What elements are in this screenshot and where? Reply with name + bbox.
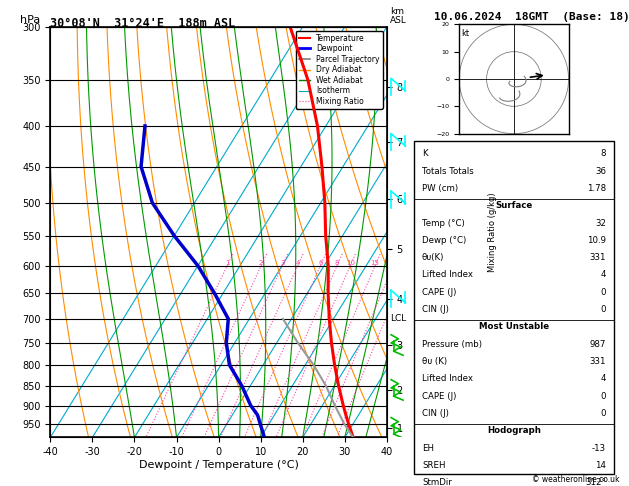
Text: 2: 2 [259, 260, 264, 266]
Text: hPa: hPa [20, 15, 40, 25]
Text: CAPE (J): CAPE (J) [422, 288, 456, 297]
Text: Most Unstable: Most Unstable [479, 322, 549, 331]
Text: 8: 8 [335, 260, 339, 266]
Text: km
ASL: km ASL [390, 7, 407, 25]
Text: 4: 4 [601, 374, 606, 383]
Text: Temp (°C): Temp (°C) [422, 219, 465, 227]
Text: © weatheronline.co.uk: © weatheronline.co.uk [532, 474, 620, 484]
Text: 1.78: 1.78 [587, 184, 606, 193]
Text: θᴜ(K): θᴜ(K) [422, 253, 444, 262]
Text: 6: 6 [318, 260, 323, 266]
Text: 10.06.2024  18GMT  (Base: 18): 10.06.2024 18GMT (Base: 18) [433, 12, 629, 22]
Text: CIN (J): CIN (J) [422, 305, 448, 314]
Text: 32: 32 [595, 219, 606, 227]
Text: 0: 0 [601, 288, 606, 297]
Text: K: K [422, 149, 428, 158]
Text: -13: -13 [592, 444, 606, 452]
Text: 0: 0 [601, 305, 606, 314]
Text: 3: 3 [280, 260, 284, 266]
Text: Hodograph: Hodograph [487, 426, 541, 435]
Legend: Temperature, Dewpoint, Parcel Trajectory, Dry Adiabat, Wet Adiabat, Isotherm, Mi: Temperature, Dewpoint, Parcel Trajectory… [296, 31, 383, 109]
Text: 10.9: 10.9 [587, 236, 606, 245]
Text: 987: 987 [589, 340, 606, 348]
Text: 312°: 312° [585, 478, 606, 486]
Text: 8: 8 [601, 149, 606, 158]
Text: 10: 10 [346, 260, 355, 266]
Text: SREH: SREH [422, 461, 445, 470]
Text: 331: 331 [589, 357, 606, 366]
Text: Surface: Surface [495, 201, 533, 210]
Text: EH: EH [422, 444, 434, 452]
Text: StmDir: StmDir [422, 478, 452, 486]
Text: kt: kt [462, 29, 469, 38]
Text: Pressure (mb): Pressure (mb) [422, 340, 482, 348]
Text: Lifted Index: Lifted Index [422, 374, 473, 383]
Text: 0: 0 [601, 392, 606, 400]
Text: 0: 0 [601, 409, 606, 418]
Text: 25: 25 [403, 260, 412, 266]
Text: LCL: LCL [390, 314, 406, 323]
Text: 30°08'N  31°24'E  188m ASL: 30°08'N 31°24'E 188m ASL [50, 17, 236, 30]
Text: Dewp (°C): Dewp (°C) [422, 236, 466, 245]
Text: PW (cm): PW (cm) [422, 184, 458, 193]
Text: 15: 15 [370, 260, 379, 266]
X-axis label: Dewpoint / Temperature (°C): Dewpoint / Temperature (°C) [138, 460, 299, 470]
Text: 331: 331 [589, 253, 606, 262]
Text: 4: 4 [601, 270, 606, 279]
Text: 20: 20 [389, 260, 398, 266]
Text: 4: 4 [296, 260, 300, 266]
Text: CIN (J): CIN (J) [422, 409, 448, 418]
Text: CAPE (J): CAPE (J) [422, 392, 456, 400]
Text: θᴜ (K): θᴜ (K) [422, 357, 447, 366]
Text: Mixing Ratio (g/kg): Mixing Ratio (g/kg) [488, 192, 497, 272]
Text: 14: 14 [595, 461, 606, 470]
Text: 36: 36 [595, 167, 606, 175]
Text: 1: 1 [225, 260, 230, 266]
Text: Lifted Index: Lifted Index [422, 270, 473, 279]
Text: Totals Totals: Totals Totals [422, 167, 474, 175]
